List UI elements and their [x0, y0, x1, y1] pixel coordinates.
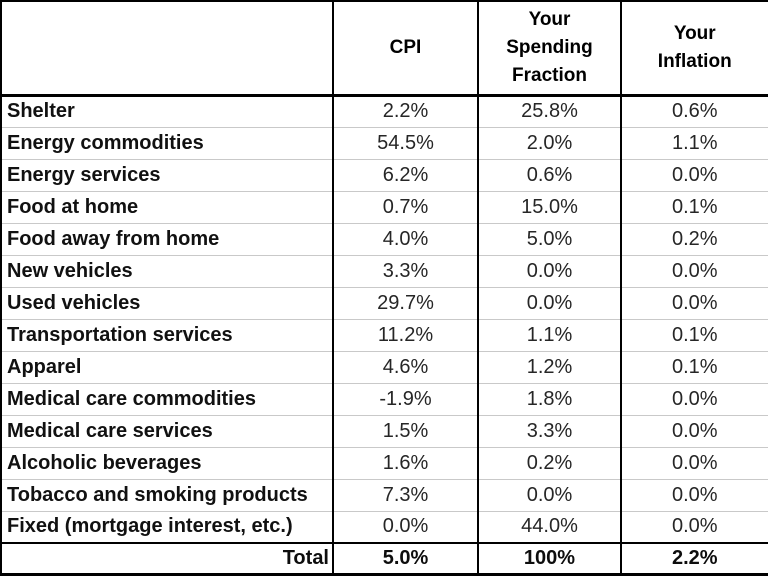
- spending-fraction-value: 0.2%: [477, 447, 621, 480]
- header-cell-cpi: CPI: [332, 1, 478, 97]
- spending-fraction-value: 44.0%: [477, 511, 621, 544]
- row-label: Apparel: [1, 351, 333, 384]
- cpi-value: 2.2%: [332, 95, 478, 128]
- row-label: New vehicles: [1, 255, 333, 288]
- inflation-value: 0.1%: [620, 351, 768, 384]
- row-label: Medical care services: [1, 415, 333, 448]
- table-row: Medical care commodities -1.9% 1.8% 0.0%: [1, 383, 768, 416]
- inflation-value: 0.0%: [620, 447, 768, 480]
- table-row: Energy services 6.2% 0.6% 0.0%: [1, 159, 768, 192]
- spending-fraction-value: 0.0%: [477, 479, 621, 512]
- row-label: Energy services: [1, 159, 333, 192]
- header-row: CPI Your Spending Fraction Your Inflatio…: [1, 1, 768, 97]
- total-inflation-value: 2.2%: [620, 542, 768, 574]
- cpi-value: 6.2%: [332, 159, 478, 192]
- spending-fraction-value: 5.0%: [477, 223, 621, 256]
- cpi-value: 1.6%: [332, 447, 478, 480]
- table-row: Energy commodities 54.5% 2.0% 1.1%: [1, 127, 768, 160]
- header-cell-spending-fraction: Your Spending Fraction: [477, 1, 621, 97]
- inflation-value: 0.0%: [620, 511, 768, 544]
- inflation-value: 0.0%: [620, 383, 768, 416]
- row-label: Alcoholic beverages: [1, 447, 333, 480]
- spending-fraction-value: 1.1%: [477, 319, 621, 352]
- cpi-value: 54.5%: [332, 127, 478, 160]
- cpi-value: 0.7%: [332, 191, 478, 224]
- cpi-value: 0.0%: [332, 511, 478, 544]
- table-row: Alcoholic beverages 1.6% 0.2% 0.0%: [1, 447, 768, 480]
- spending-fraction-value: 1.2%: [477, 351, 621, 384]
- table-row: Shelter 2.2% 25.8% 0.6%: [1, 95, 768, 128]
- row-label: Shelter: [1, 95, 333, 128]
- cpi-value: 1.5%: [332, 415, 478, 448]
- row-label: Transportation services: [1, 319, 333, 352]
- table-body: Shelter 2.2% 25.8% 0.6% Energy commodities 54…: [1, 95, 768, 544]
- inflation-value: 0.0%: [620, 159, 768, 192]
- spending-fraction-value: 2.0%: [477, 127, 621, 160]
- header-label-your-inflation: Your Inflation: [657, 23, 732, 72]
- cpi-value: 3.3%: [332, 255, 478, 288]
- total-row: Total 5.0% 100% 2.2%: [1, 542, 768, 574]
- spending-fraction-value: 3.3%: [477, 415, 621, 448]
- inflation-value: 0.1%: [620, 191, 768, 224]
- cpi-value: 7.3%: [332, 479, 478, 512]
- row-label: Food at home: [1, 191, 333, 224]
- table-header: CPI Your Spending Fraction Your Inflatio…: [1, 1, 768, 97]
- row-label: Tobacco and smoking products: [1, 479, 333, 512]
- cpi-value: 4.0%: [332, 223, 478, 256]
- inflation-value: 0.0%: [620, 415, 768, 448]
- cpi-value: 29.7%: [332, 287, 478, 320]
- row-label: Fixed (mortgage interest, etc.): [1, 511, 333, 544]
- spending-fraction-value: 15.0%: [477, 191, 621, 224]
- inflation-value: 0.0%: [620, 287, 768, 320]
- total-spending-fraction-value: 100%: [477, 542, 621, 574]
- header-cell-your-inflation: Your Inflation: [620, 1, 768, 97]
- table-row: Transportation services 11.2% 1.1% 0.1%: [1, 319, 768, 352]
- table-footer: Total 5.0% 100% 2.2%: [1, 542, 768, 574]
- row-label: Used vehicles: [1, 287, 333, 320]
- inflation-value: 0.0%: [620, 479, 768, 512]
- cpi-value: -1.9%: [332, 383, 478, 416]
- cpi-value: 4.6%: [332, 351, 478, 384]
- table-row: Food at home 0.7% 15.0% 0.1%: [1, 191, 768, 224]
- table-row: Medical care services 1.5% 3.3% 0.0%: [1, 415, 768, 448]
- cpi-value: 11.2%: [332, 319, 478, 352]
- row-label: Energy commodities: [1, 127, 333, 160]
- table-row: Fixed (mortgage interest, etc.) 0.0% 44.0%…: [1, 511, 768, 544]
- inflation-value: 0.0%: [620, 255, 768, 288]
- row-label: Medical care commodities: [1, 383, 333, 416]
- inflation-value: 0.2%: [620, 223, 768, 256]
- table-row: New vehicles 3.3% 0.0% 0.0%: [1, 255, 768, 288]
- spending-fraction-value: 0.6%: [477, 159, 621, 192]
- header-label-spending-fraction: Your Spending Fraction: [506, 9, 593, 86]
- spending-fraction-value: 0.0%: [477, 255, 621, 288]
- header-label-cpi: CPI: [389, 36, 422, 58]
- total-label: Total: [1, 542, 333, 574]
- spending-fraction-value: 0.0%: [477, 287, 621, 320]
- table-row: Apparel 4.6% 1.2% 0.1%: [1, 351, 768, 384]
- spending-fraction-value: 1.8%: [477, 383, 621, 416]
- inflation-value: 0.6%: [620, 95, 768, 128]
- row-label: Food away from home: [1, 223, 333, 256]
- spending-fraction-value: 25.8%: [477, 95, 621, 128]
- table-row: Food away from home 4.0% 5.0% 0.2%: [1, 223, 768, 256]
- table-row: Tobacco and smoking products 7.3% 0.0% 0.0%: [1, 479, 768, 512]
- total-cpi-value: 5.0%: [332, 542, 478, 574]
- inflation-value: 0.1%: [620, 319, 768, 352]
- inflation-value: 1.1%: [620, 127, 768, 160]
- table-row: Used vehicles 29.7% 0.0% 0.0%: [1, 287, 768, 320]
- header-cell-blank: [1, 1, 333, 97]
